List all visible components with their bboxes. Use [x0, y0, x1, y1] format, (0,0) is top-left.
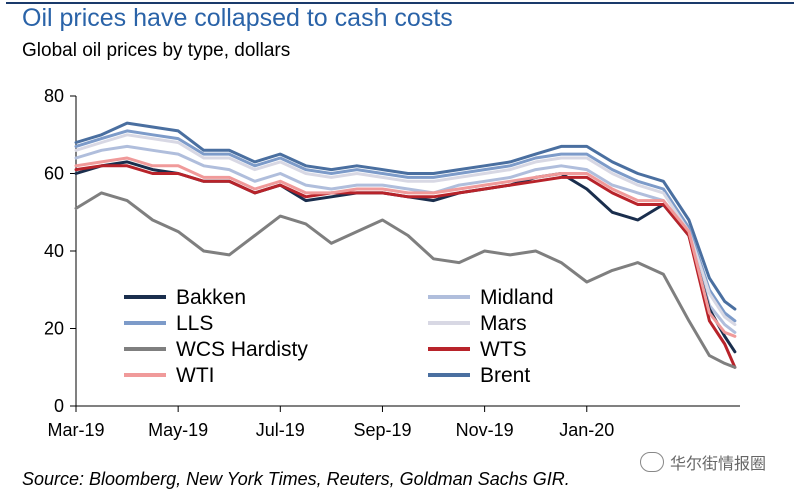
- chart-series: [74, 121, 737, 369]
- x-tick-label: Jul-19: [256, 420, 305, 440]
- legend-label-mars: Mars: [480, 312, 527, 335]
- legend-label-wcs-hardisty: WCS Hardisty: [176, 338, 308, 361]
- chart-legend: Bakken LLS WCS Hardisty WTI Midland Mars WTS Br…: [124, 286, 554, 387]
- legend-label-wti: WTI: [176, 364, 214, 387]
- series-line-wts: [74, 164, 737, 369]
- legend-label-wts: WTS: [480, 338, 527, 361]
- legend-label-brent: Brent: [480, 364, 530, 387]
- x-tick-label: May-19: [148, 420, 208, 440]
- series-line-lls: [74, 129, 737, 323]
- x-tick-label: Mar-19: [47, 420, 104, 440]
- series-line-wcs-hardisty: [74, 191, 737, 369]
- source-note: Source: Bloomberg, New York Times, Reute…: [22, 469, 570, 489]
- series-line-bakken: [74, 160, 737, 354]
- y-tick-label: 80: [44, 86, 64, 106]
- chart-title: Oil prices have collapsed to cash costs: [22, 4, 453, 32]
- x-tick-label: Nov-19: [456, 420, 514, 440]
- y-tick-label: 20: [44, 319, 64, 339]
- y-tick-label: 60: [44, 164, 64, 184]
- legend-label-lls: LLS: [176, 312, 213, 335]
- x-tick-label: Sep-19: [353, 420, 411, 440]
- oil-price-line-chart: 0 20 40 60 80 Mar-19 May-19 Jul-19 Sep-19 Nov-19 J…: [44, 86, 740, 440]
- top-rule: [6, 2, 794, 4]
- series-line-wti: [74, 156, 737, 338]
- watermark-text: 华尔街情报圈: [670, 456, 767, 473]
- y-tick-label: 40: [44, 241, 64, 261]
- wechat-icon: [640, 452, 664, 472]
- chart-subtitle: Global oil prices by type, dollars: [22, 40, 291, 61]
- legend-label-bakken: Bakken: [176, 286, 246, 309]
- series-line-mars: [74, 133, 737, 327]
- series-line-brent: [74, 121, 737, 311]
- series-line-midland: [74, 144, 737, 334]
- x-tick-label: Jan-20: [559, 420, 614, 440]
- y-tick-label: 0: [54, 396, 64, 416]
- watermark: 华尔街情报圈: [640, 450, 766, 474]
- legend-label-midland: Midland: [480, 286, 554, 309]
